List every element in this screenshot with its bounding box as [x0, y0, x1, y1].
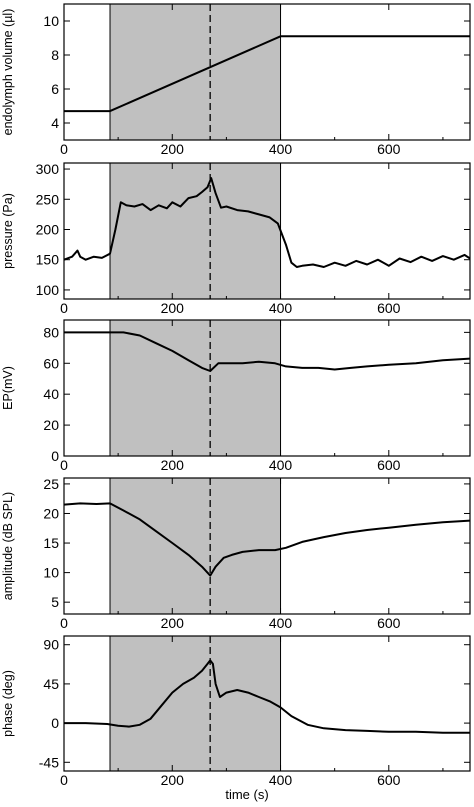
x-tick-label: 0	[60, 141, 68, 157]
series-line-1	[64, 331, 471, 372]
y-tick-label: 8	[51, 47, 59, 63]
x-tick-label: 200	[161, 300, 185, 316]
plot-frame	[63, 319, 471, 457]
y-tick-label: 250	[36, 191, 60, 207]
y-axis-label: amplitude (dB SPL)	[1, 492, 15, 600]
plot-frame	[63, 635, 471, 772]
panel-1: 0 200 400 600 4 6 8 10 endolymph volume (µl)	[1, 3, 471, 157]
y-axis-label: phase (deg)	[1, 670, 15, 737]
y-tick-label: 150	[36, 252, 60, 268]
series-line-1	[64, 35, 470, 113]
y-axis-label: endolymph volume (µl)	[1, 9, 15, 136]
y-tick-label: 15	[43, 535, 59, 551]
x-tick-label: 600	[377, 457, 401, 473]
y-tick-label: 80	[43, 324, 59, 340]
x-tick-label: 600	[377, 615, 401, 631]
y-tick-label: 10	[43, 565, 59, 581]
plot-frame	[63, 162, 471, 300]
y-tick-label: 300	[36, 161, 60, 177]
x-tick-label: 0	[60, 457, 68, 473]
shaded-region	[109, 319, 282, 457]
x-tick-label: 400	[269, 300, 293, 316]
y-tick-label: 0	[51, 715, 59, 731]
y-tick-label: 5	[51, 594, 59, 610]
shaded-region	[109, 477, 282, 615]
shaded-region	[109, 635, 282, 772]
y-tick-label: 20	[43, 417, 59, 433]
y-tick-label: 25	[43, 476, 59, 492]
shaded-region	[109, 162, 282, 300]
y-tick-label: 45	[43, 676, 59, 692]
x-axis-label: time (s)	[225, 787, 268, 802]
x-tick-label: 600	[377, 141, 401, 157]
x-tick-label: 0	[60, 772, 68, 788]
y-tick-label: 0	[51, 448, 59, 464]
x-tick-label: 400	[269, 615, 293, 631]
x-tick-label: 0	[60, 300, 68, 316]
panel-2: 0 200 400 600 100 150 200 250 300 pressure (Pa)	[1, 161, 471, 316]
panel-4: 0 200 400 600 5 10 15 20 25 amplitude (dB SPL)	[1, 476, 471, 631]
y-tick-label: 6	[51, 81, 59, 97]
series-line-1	[63, 502, 471, 577]
y-tick-label: -45	[39, 754, 59, 770]
x-tick-label: 0	[60, 615, 68, 631]
y-tick-label: 20	[43, 505, 59, 521]
y-tick-label: 4	[51, 115, 59, 131]
x-tick-label: 200	[161, 457, 185, 473]
panel-3: 0 200 400 600 0 20 40 60 80 EP(mV)	[1, 319, 471, 473]
x-tick-label: 400	[269, 141, 293, 157]
x-tick-label: 600	[377, 772, 401, 788]
x-tick-label: 400	[269, 772, 293, 788]
series-line-1	[63, 177, 471, 268]
x-tick-label: 200	[161, 772, 185, 788]
y-axis-label: pressure (Pa)	[1, 193, 15, 269]
plot-frame	[63, 3, 471, 141]
x-tick-label: 200	[161, 615, 185, 631]
y-tick-label: 100	[36, 282, 60, 298]
x-tick-label: 400	[269, 457, 293, 473]
plot-frame	[63, 477, 471, 615]
y-tick-label: 90	[43, 637, 59, 653]
y-tick-label: 10	[43, 13, 59, 29]
shaded-region	[109, 3, 282, 141]
y-tick-label: 60	[43, 355, 59, 371]
y-tick-label: 200	[36, 221, 60, 237]
x-tick-label: 200	[161, 141, 185, 157]
y-tick-label: 40	[43, 386, 59, 402]
x-tick-label: 600	[377, 300, 401, 316]
series-line-1	[64, 659, 470, 734]
y-axis-label: EP(mV)	[1, 366, 15, 410]
